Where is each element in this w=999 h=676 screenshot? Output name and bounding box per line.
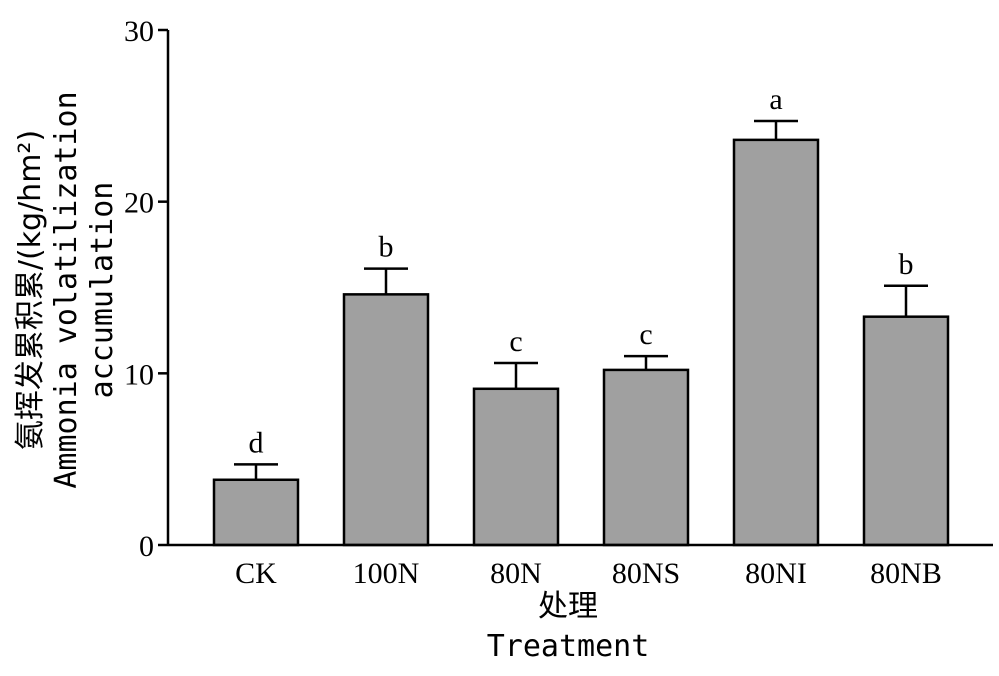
- y-tick-label: 30: [124, 15, 154, 48]
- bar-80NS: [602, 368, 690, 547]
- y-tick-label: 0: [139, 530, 154, 563]
- significance-label-80NB: b: [899, 248, 914, 281]
- y-axis-title-en-line1: Ammonia volatilization: [49, 91, 84, 488]
- bar-CK: [212, 478, 300, 547]
- significance-label-80NI: a: [769, 83, 782, 116]
- bar-80NB: [862, 315, 950, 547]
- x-tick-label-80NI: 80NI: [745, 557, 807, 590]
- y-axis: 0 10 20 30: [124, 15, 170, 563]
- bar-80NI: [732, 138, 820, 547]
- x-tick-label-80NB: 80NB: [870, 557, 942, 590]
- x-axis-title-cn: 处理: [538, 589, 598, 624]
- x-tick-label-80NS: 80NS: [612, 557, 680, 590]
- significance-label-CK: d: [249, 426, 264, 459]
- y-tick-label: 20: [124, 187, 154, 220]
- bar-80N: [472, 387, 560, 547]
- x-axis: CK 100N 80N 80NS 80NI 80NB: [168, 543, 993, 590]
- y-tick-label: 10: [124, 358, 154, 391]
- significance-label-100N: b: [379, 231, 394, 264]
- significance-label-80N: c: [509, 325, 522, 358]
- bar-100N: [342, 293, 430, 547]
- y-axis-title-cn: 氨挥发累积累/(kg/hm²): [13, 130, 48, 450]
- bars: d b c c a b: [212, 83, 950, 547]
- x-tick-label-CK: CK: [235, 557, 277, 590]
- x-axis-title-en: Treatment: [487, 629, 650, 664]
- significance-label-80NS: c: [639, 318, 652, 351]
- x-tick-label-80N: 80N: [490, 557, 542, 590]
- y-axis-title-en-line2: accumulation: [85, 182, 120, 399]
- x-tick-label-100N: 100N: [353, 557, 420, 590]
